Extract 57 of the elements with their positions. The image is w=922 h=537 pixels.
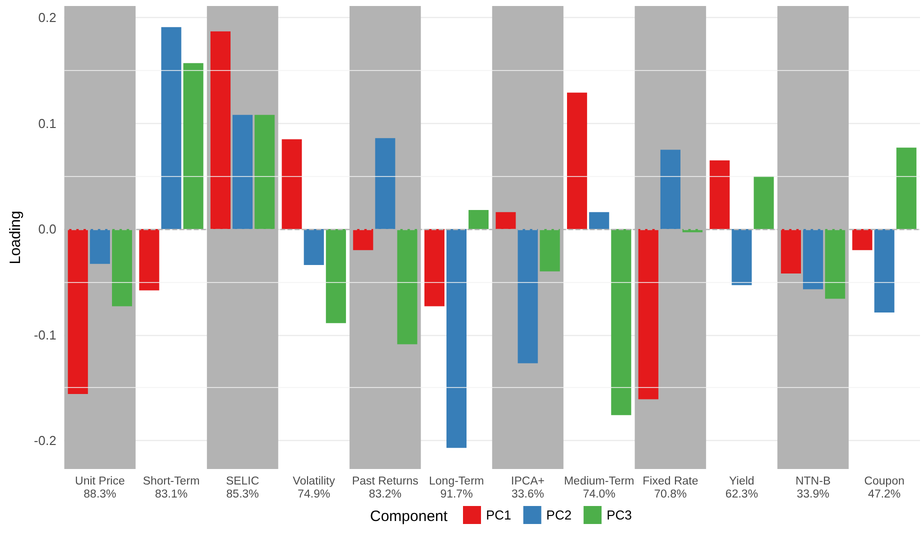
y-tick-label: 0.1 xyxy=(38,116,56,131)
x-tick-label: IPCA+ 33.6% xyxy=(511,476,545,500)
x-tick-label: Yield 62.3% xyxy=(725,476,758,500)
bar xyxy=(304,229,324,265)
bar xyxy=(589,212,610,230)
bar xyxy=(139,229,160,290)
bar xyxy=(68,229,88,394)
bar xyxy=(732,229,752,286)
x-tick-label: NTN-B 33.9% xyxy=(795,476,831,500)
bar xyxy=(112,229,132,306)
bar xyxy=(540,229,560,272)
bar xyxy=(611,229,632,416)
x-tick-label: SELIC 85.3% xyxy=(226,476,260,500)
bar xyxy=(161,27,182,230)
bar xyxy=(710,160,730,230)
legend-label: PC3 xyxy=(606,508,632,522)
bar xyxy=(375,138,396,230)
x-tick-label: Long-Term 91.7% xyxy=(429,476,484,500)
bar xyxy=(424,229,444,306)
bar xyxy=(754,176,774,230)
bar xyxy=(468,210,489,230)
bar xyxy=(896,148,916,230)
bar xyxy=(232,114,253,230)
x-tick-label: Short-Term 83.1% xyxy=(142,476,200,500)
y-tick-label: 0.0 xyxy=(38,222,56,237)
y-tick-label: 0.2 xyxy=(38,10,56,26)
bar xyxy=(518,229,538,364)
x-tick-label: Coupon 47.2% xyxy=(864,476,904,500)
bar xyxy=(254,114,275,230)
x-tick-label: Fixed Rate 70.8% xyxy=(642,476,698,500)
x-tick-label: Unit Price 88.3% xyxy=(75,476,125,500)
bar xyxy=(326,229,346,324)
bar xyxy=(567,92,588,230)
y-axis-title: Loading xyxy=(7,210,24,264)
bar xyxy=(282,139,302,230)
x-tick-label: Past Returns 83.2% xyxy=(352,476,419,500)
bar xyxy=(780,229,802,274)
legend-label: PC2 xyxy=(546,508,572,522)
y-tick-label: -0.1 xyxy=(34,327,56,342)
bar xyxy=(874,229,894,313)
bar xyxy=(90,229,110,264)
bar xyxy=(638,229,658,400)
bar xyxy=(183,63,204,230)
legend-title: Component xyxy=(370,508,448,525)
y-tick-label: -0.2 xyxy=(34,432,56,448)
bar xyxy=(825,229,846,299)
bar xyxy=(210,31,231,230)
x-tick-label: Medium-Term 74.0% xyxy=(564,476,634,500)
legend-label: PC1 xyxy=(486,508,512,522)
bar xyxy=(803,229,824,290)
bar xyxy=(397,229,418,344)
bar xyxy=(496,212,516,230)
bar xyxy=(660,150,680,230)
bar xyxy=(852,229,872,250)
bar xyxy=(353,229,374,250)
bar xyxy=(446,229,467,448)
x-tick-label: Volatility 74.9% xyxy=(292,476,336,500)
